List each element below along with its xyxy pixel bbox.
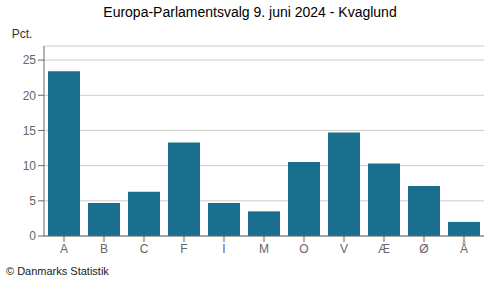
svg-text:Å: Å: [460, 241, 468, 256]
svg-text:M: M: [259, 242, 269, 256]
svg-text:25: 25: [23, 53, 37, 67]
svg-text:C: C: [140, 242, 149, 256]
svg-text:I: I: [222, 242, 225, 256]
svg-text:0: 0: [29, 229, 36, 243]
svg-text:10: 10: [23, 159, 37, 173]
svg-text:Pct.: Pct.: [12, 27, 33, 41]
html-text:© Danmarks Statistik: © Danmarks Statistik: [6, 265, 109, 277]
svg-text:15: 15: [23, 124, 37, 138]
svg-text:A: A: [60, 242, 68, 256]
svg-text:V: V: [340, 242, 348, 256]
html-text:Europa-Parlamentsvalg 9. juni: Europa-Parlamentsvalg 9. juni 2024 - Kva…: [103, 4, 397, 20]
svg-text:20: 20: [23, 89, 37, 103]
svg-text:5: 5: [29, 194, 36, 208]
svg-text:Æ: Æ: [378, 242, 390, 256]
svg-text:Ø: Ø: [419, 242, 428, 256]
svg-text:F: F: [180, 242, 187, 256]
svg-text:O: O: [299, 242, 308, 256]
svg-text:B: B: [100, 242, 108, 256]
